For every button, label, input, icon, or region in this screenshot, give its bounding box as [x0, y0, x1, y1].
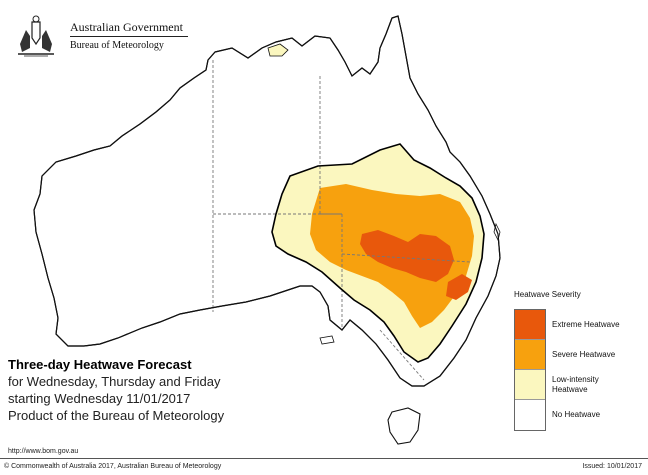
footer: © Commonwealth of Australia 2017, Austra… [0, 458, 648, 475]
legend-item-severe: Severe Heatwave [515, 340, 615, 370]
coat-of-arms-icon [18, 15, 54, 57]
legend-swatch [515, 340, 545, 370]
government-logo: Australian Government Bureau of Meteorol… [12, 14, 188, 62]
legend-label: No Heatwave [552, 410, 601, 419]
tasmania [387, 407, 421, 445]
agency-name: Bureau of Meteorology [70, 40, 164, 51]
legend-label: Extreme Heatwave [552, 320, 620, 329]
map-title: Three-day Heatwave Forecast [8, 357, 192, 372]
logo-divider [70, 36, 188, 37]
australia-coastline [33, 15, 501, 387]
government-name: Australian Government [70, 20, 183, 34]
kangaroo-island [319, 335, 335, 345]
legend-label: Low-intensity Heatwave [552, 375, 599, 394]
state-borders [212, 60, 471, 381]
extreme-region-main [360, 230, 454, 282]
legend-item-low-intensity: Low-intensity Heatwave [515, 370, 599, 400]
legend-title: Heatwave Severity [514, 290, 581, 299]
copyright-notice: © Commonwealth of Australia 2017, Austra… [4, 463, 222, 470]
legend-swatch [515, 400, 545, 430]
qld-nsw-border [341, 253, 471, 263]
website-link[interactable]: http://www.bom.gov.au [8, 448, 79, 455]
legend-item-extreme: Extreme Heatwave [515, 310, 620, 340]
melville-island [267, 43, 289, 57]
nsw-vic-border [379, 329, 425, 381]
forecast-days: for Wednesday, Thursday and Friday [8, 374, 221, 389]
product-credit: Product of the Bureau of Meteorology [8, 408, 225, 423]
legend-item-none: No Heatwave [515, 400, 600, 430]
extreme-region-east [446, 274, 472, 300]
legend-items: Extreme Heatwave Severe Heatwave Low-int… [514, 309, 620, 431]
forecast-start: starting Wednesday 11/01/2017 [8, 391, 191, 406]
issued-date: Issued: 10/01/2017 [582, 463, 642, 470]
heatwave-outline [271, 143, 485, 363]
severity-legend: Heatwave Severity Extreme Heatwave Sever… [514, 290, 634, 431]
map-title-block: Three-day Heatwave Forecast for Wednesda… [8, 356, 224, 424]
legend-swatch [515, 370, 545, 400]
legend-label: Severe Heatwave [552, 350, 616, 359]
legend-swatch [515, 310, 545, 340]
